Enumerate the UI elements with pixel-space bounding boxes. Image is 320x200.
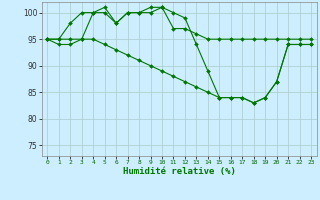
X-axis label: Humidité relative (%): Humidité relative (%) bbox=[123, 167, 236, 176]
